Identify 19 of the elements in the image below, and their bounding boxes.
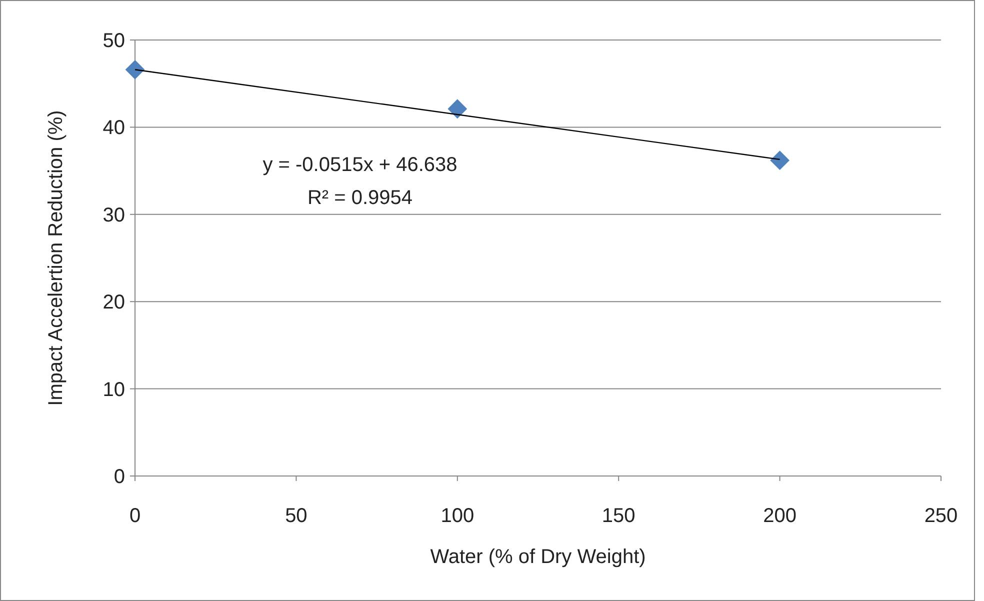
- y-tick-label: 0: [114, 466, 125, 488]
- x-tick-label: 200: [763, 505, 796, 527]
- x-tick-label: 0: [129, 505, 141, 527]
- x-axis-title: Water (% of Dry Weight): [430, 546, 646, 568]
- point: [448, 99, 467, 118]
- annotation: R² = 0.9954: [307, 187, 413, 209]
- x-tick-label: 50: [285, 505, 308, 527]
- y-tick-label: 40: [102, 117, 125, 140]
- x-tick-label: 100: [440, 505, 474, 527]
- y-tick-label: 10: [102, 378, 125, 401]
- x-tick-label: 250: [924, 505, 958, 527]
- point: [126, 60, 144, 80]
- y-tick-label: 30: [102, 204, 125, 226]
- annotation: y = -0.0515x + 46.638: [262, 154, 458, 176]
- y-tick-label: 20: [102, 292, 125, 314]
- y-axis-title: Impact Accelertion Reduction (%): [45, 110, 67, 406]
- y-tick-label: 50: [102, 30, 125, 52]
- x-tick-label: 150: [602, 505, 636, 527]
- point: [770, 150, 790, 170]
